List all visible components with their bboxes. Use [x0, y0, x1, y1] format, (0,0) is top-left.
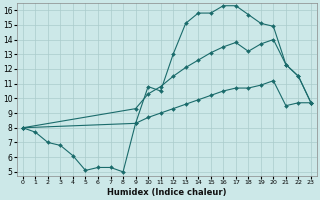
X-axis label: Humidex (Indice chaleur): Humidex (Indice chaleur) — [107, 188, 227, 197]
